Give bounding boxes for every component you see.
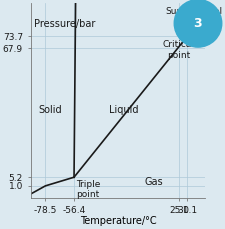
Text: Pressure/bar: Pressure/bar: [34, 19, 96, 29]
Text: Triple
point: Triple point: [76, 180, 100, 199]
Text: 3: 3: [194, 17, 202, 30]
Text: Gas: Gas: [144, 177, 163, 187]
Text: Liquid: Liquid: [109, 105, 139, 115]
X-axis label: Temperature/°C: Temperature/°C: [80, 216, 156, 226]
Text: Critical
point: Critical point: [163, 40, 195, 60]
Text: Supercritical
fluid: Supercritical fluid: [165, 7, 222, 26]
Circle shape: [174, 0, 222, 47]
Text: Solid: Solid: [38, 105, 62, 115]
